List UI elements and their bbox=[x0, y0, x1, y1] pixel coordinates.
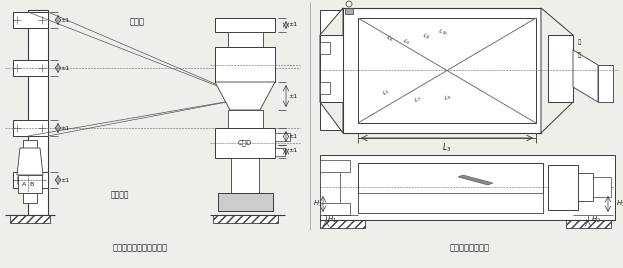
Bar bbox=[320, 203, 350, 215]
Bar bbox=[23, 193, 37, 203]
Bar bbox=[228, 32, 263, 47]
Text: 基础水平: 基础水平 bbox=[111, 191, 129, 199]
Polygon shape bbox=[541, 8, 573, 133]
Polygon shape bbox=[458, 175, 493, 185]
Text: 十: 十 bbox=[578, 52, 581, 58]
Text: A: A bbox=[22, 181, 26, 187]
Text: C－D: C－D bbox=[238, 140, 252, 146]
Bar bbox=[13, 60, 48, 76]
Bar bbox=[593, 177, 611, 197]
Polygon shape bbox=[320, 8, 343, 133]
Bar bbox=[215, 128, 275, 158]
Text: ±1: ±1 bbox=[288, 23, 298, 28]
Bar bbox=[13, 120, 48, 136]
Text: ±1: ±1 bbox=[60, 125, 70, 131]
Bar bbox=[358, 193, 543, 213]
Bar bbox=[231, 158, 259, 193]
Text: ±1: ±1 bbox=[288, 94, 298, 99]
Text: ±1: ±1 bbox=[288, 148, 298, 154]
Text: $L_8$: $L_8$ bbox=[421, 31, 431, 42]
Bar bbox=[28, 10, 48, 215]
Bar bbox=[320, 220, 365, 228]
Text: ±1: ±1 bbox=[60, 17, 70, 23]
Bar bbox=[23, 140, 37, 148]
Bar bbox=[358, 18, 536, 123]
Text: B: B bbox=[29, 181, 33, 187]
Bar bbox=[320, 155, 615, 220]
Text: $H_2$: $H_2$ bbox=[616, 199, 623, 209]
Bar bbox=[548, 35, 573, 102]
Bar bbox=[598, 65, 613, 102]
Bar bbox=[345, 8, 353, 14]
Bar bbox=[215, 47, 275, 82]
Polygon shape bbox=[573, 50, 598, 102]
Bar bbox=[343, 8, 541, 133]
Bar bbox=[320, 42, 330, 54]
Polygon shape bbox=[17, 148, 43, 175]
Bar bbox=[218, 193, 273, 211]
Bar bbox=[215, 18, 275, 32]
Polygon shape bbox=[320, 10, 343, 130]
Text: $L_3$: $L_3$ bbox=[442, 142, 452, 154]
Text: $H_1$: $H_1$ bbox=[313, 199, 323, 209]
Bar bbox=[358, 163, 543, 213]
Bar bbox=[18, 175, 42, 193]
Bar bbox=[320, 160, 350, 172]
Bar bbox=[213, 215, 278, 223]
Text: $L_9$: $L_9$ bbox=[444, 93, 452, 103]
Text: $H_1$: $H_1$ bbox=[327, 215, 337, 225]
Bar bbox=[320, 170, 340, 205]
Text: $L_5$: $L_5$ bbox=[381, 86, 391, 98]
Text: ±1: ±1 bbox=[288, 133, 298, 139]
Text: $L_5$: $L_5$ bbox=[401, 36, 411, 48]
Bar bbox=[548, 165, 578, 210]
Text: $H_2$: $H_2$ bbox=[591, 215, 601, 225]
Bar bbox=[10, 215, 50, 223]
Bar bbox=[578, 173, 593, 201]
Text: 固定板和压紧装置的对中: 固定板和压紧装置的对中 bbox=[113, 244, 168, 252]
Bar bbox=[320, 35, 343, 102]
Text: ±1: ±1 bbox=[60, 65, 70, 70]
Bar bbox=[275, 148, 285, 156]
Bar bbox=[228, 110, 263, 128]
Polygon shape bbox=[215, 82, 275, 110]
Text: 基准面: 基准面 bbox=[130, 17, 145, 27]
Text: $L_7$: $L_7$ bbox=[413, 95, 423, 105]
Bar bbox=[566, 220, 611, 228]
Text: 机架的对正示意图: 机架的对正示意图 bbox=[450, 244, 490, 252]
Text: 十: 十 bbox=[578, 39, 581, 45]
Text: $L_6$: $L_6$ bbox=[384, 32, 396, 44]
Bar bbox=[13, 12, 48, 28]
Text: ±1: ±1 bbox=[60, 177, 70, 183]
Text: $L_{10}$: $L_{10}$ bbox=[437, 26, 449, 38]
Bar bbox=[320, 82, 330, 94]
Bar bbox=[13, 172, 48, 188]
Bar bbox=[275, 133, 290, 141]
